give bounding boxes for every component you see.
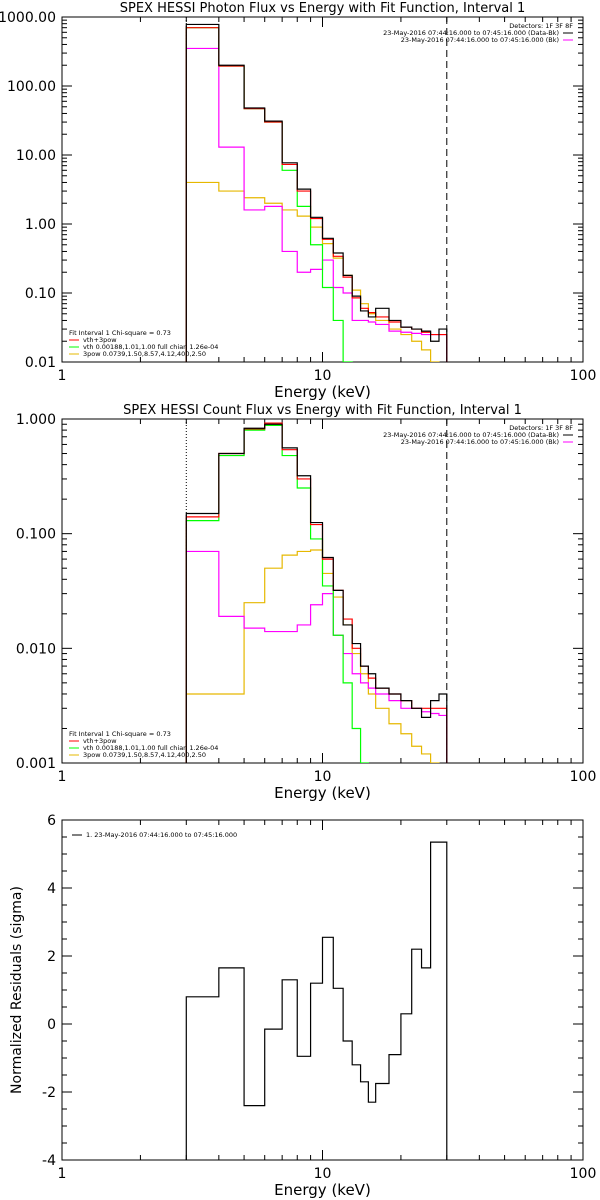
y-tick-label: -4 (42, 1153, 56, 1169)
legend-entry: vth 0.00188,1.01,1.00 full chian 1.26e-0… (83, 343, 218, 351)
legend-entry: 3pow 0.0739,1.50,8.57,4.12,400,2.50 (83, 350, 206, 358)
y-tick-label: 0.10 (25, 286, 56, 302)
x-tick-label: 10 (314, 1166, 332, 1182)
series-group (185, 422, 448, 763)
plot-frame (61, 819, 584, 1161)
series-4pow (185, 181, 448, 362)
plot-frame (61, 16, 584, 363)
y-tick-label: 0.01 (25, 355, 56, 371)
series-vth-3pow (185, 27, 448, 362)
detectors-label: Detectors: 1F 3F 8F (509, 424, 573, 432)
y-tick-label: 1.000 (16, 412, 56, 428)
series-4pow (185, 549, 448, 763)
chart-title: SPEX HESSI Count Flux vs Energy with Fit… (123, 403, 522, 418)
time-range-label: 23-May-2016 07:44:16.000 to 07:45:16.000… (401, 438, 559, 446)
series-vth (185, 424, 448, 763)
x-tick-label: 10 (314, 368, 332, 384)
legend-entry: 1. 23-May-2016 07:44:16.000 to 07:45:16.… (86, 831, 237, 839)
legend-entry: vth+3pow (83, 336, 117, 344)
time-range-label: 23-May-2016 07:44:16.000 to 07:45:16.000… (383, 29, 559, 37)
legend-entry: vth 0.00188,1.01,1.00 full chian 1.26e-0… (83, 744, 218, 752)
series-data (185, 423, 448, 763)
y-axis-label: Normalized Residuals (sigma) (9, 886, 25, 1094)
fit-info: Fit Interval 1 Chi-square = 0.73 (69, 730, 171, 738)
x-axis-label: Energy (keV) (274, 1181, 371, 1199)
x-tick-label: 1 (58, 769, 67, 785)
y-tick-label: 10.00 (16, 148, 56, 164)
detectors-label: Detectors: 1F 3F 8F (509, 22, 573, 30)
series-3pow (185, 550, 448, 763)
series-1-23-may-2016-07-44-16-000-to-07-45-16-000 (185, 841, 448, 1160)
y-tick-label: 0 (47, 1017, 56, 1033)
series-vth-3pow (185, 422, 448, 763)
x-tick-label: 1 (58, 368, 67, 384)
plot-frame (61, 418, 584, 764)
chart-title: SPEX HESSI Photon Flux vs Energy with Fi… (120, 1, 526, 16)
y-tick-label: 0.010 (16, 641, 56, 657)
x-tick-label: 100 (570, 769, 597, 785)
legend-entry: 3pow 0.0739,1.50,8.57,4.12,400,2.50 (83, 751, 206, 759)
x-tick-label: 10 (314, 769, 332, 785)
series-3pow (185, 47, 448, 362)
series-data (185, 23, 448, 362)
legend-entry: vth+3pow (83, 737, 117, 745)
y-tick-label: 0.001 (16, 756, 56, 772)
y-tick-label: 1000.00 (0, 10, 56, 26)
y-tick-label: 1.00 (25, 217, 56, 233)
y-tick-label: 4 (47, 881, 56, 897)
time-range-label: 23-May-2016 07:44:16.000 to 07:45:16.000… (401, 36, 559, 44)
x-tick-label: 100 (570, 368, 597, 384)
series-group (185, 23, 448, 362)
x-tick-label: 100 (570, 1166, 597, 1182)
y-tick-label: 2 (47, 949, 56, 965)
series-vth (185, 27, 448, 362)
y-tick-label: 6 (47, 813, 56, 829)
y-tick-label: 0.100 (16, 527, 56, 543)
series-group (185, 841, 448, 1160)
x-tick-label: 1 (58, 1166, 67, 1182)
chart-panel-3 (61, 819, 584, 1161)
time-range-label: 23-May-2016 07:44:16.000 to 07:45:16.000… (383, 431, 559, 439)
fit-info: Fit Interval 1 Chi-square = 0.73 (69, 329, 171, 337)
chart-panel-1 (61, 16, 584, 363)
chart-panel-2 (61, 418, 584, 764)
y-tick-label: -2 (42, 1085, 56, 1101)
y-tick-label: 100.00 (7, 79, 56, 95)
x-axis-label: Energy (keV) (274, 784, 371, 802)
x-axis-label: Energy (keV) (274, 383, 371, 401)
